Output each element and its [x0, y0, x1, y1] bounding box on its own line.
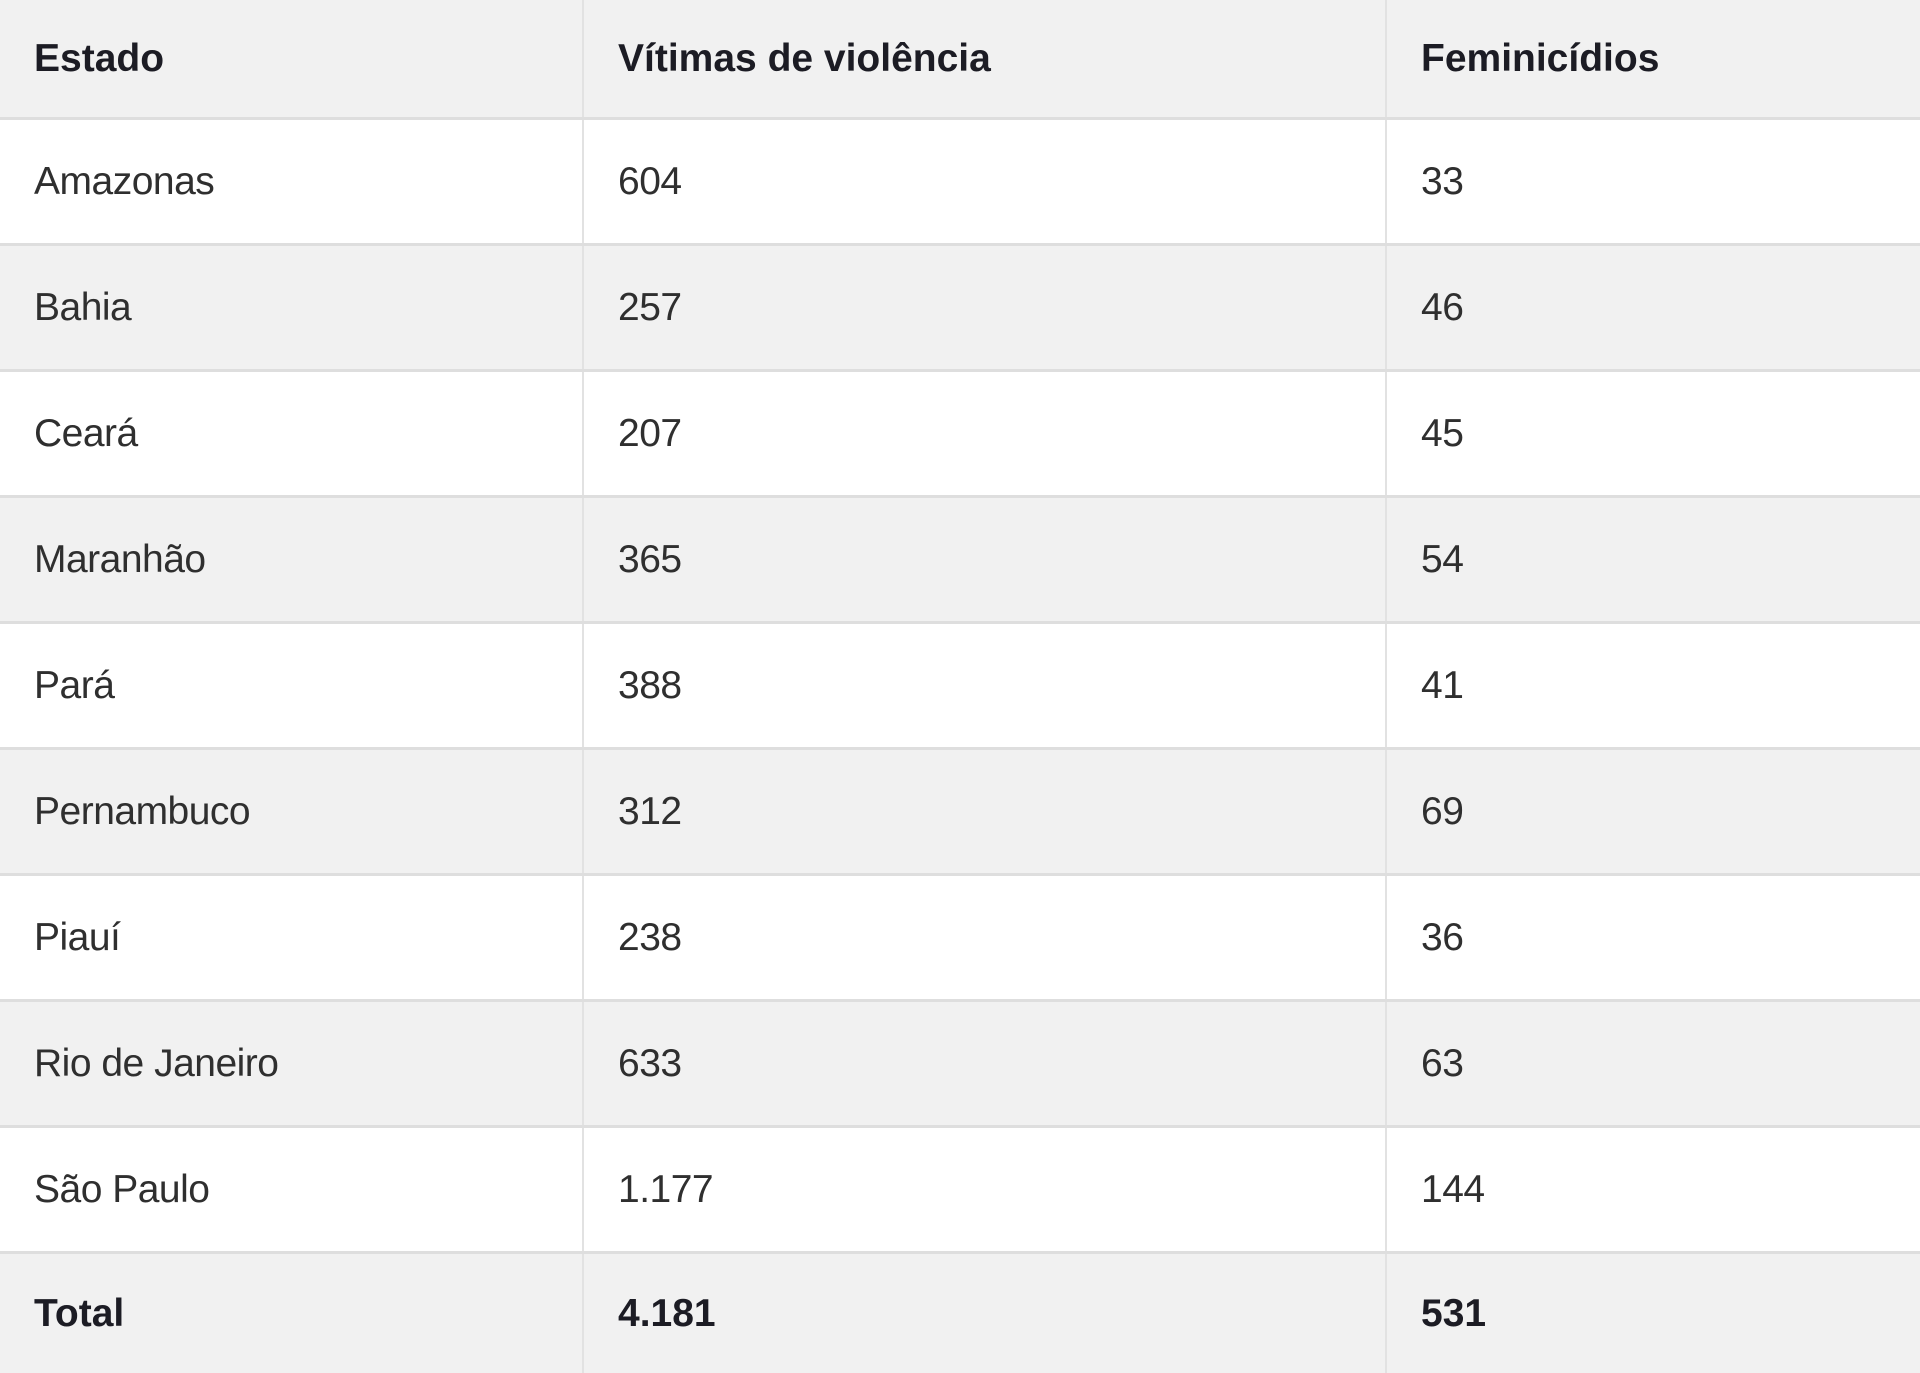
cell-feminicidios: 69	[1386, 748, 1920, 876]
cell-estado: Ceará	[0, 370, 584, 498]
cell-estado: Rio de Janeiro	[0, 1000, 584, 1128]
cell-vitimas: 633	[583, 1000, 1387, 1128]
cell-estado: Maranhão	[0, 496, 584, 624]
cell-feminicidios: 54	[1386, 496, 1920, 624]
cell-vitimas: 207	[583, 370, 1387, 498]
cell-vitimas: 604	[583, 118, 1387, 246]
total-feminicidios: 531	[1386, 1252, 1920, 1373]
cell-estado: Bahia	[0, 244, 584, 372]
cell-feminicidios: 45	[1386, 370, 1920, 498]
table-row: São Paulo 1.177 144	[0, 1126, 1920, 1254]
cell-vitimas: 312	[583, 748, 1387, 876]
table-row: Rio de Janeiro 633 63	[0, 1000, 1920, 1128]
total-vitimas: 4.181	[583, 1252, 1387, 1373]
cell-vitimas: 257	[583, 244, 1387, 372]
cell-estado: Pará	[0, 622, 584, 750]
cell-estado: Piauí	[0, 874, 584, 1002]
table-footer: Total 4.181 531	[0, 1252, 1920, 1373]
cell-vitimas: 238	[583, 874, 1387, 1002]
cell-feminicidios: 63	[1386, 1000, 1920, 1128]
cell-estado: Pernambuco	[0, 748, 584, 876]
table-row: Piauí 238 36	[0, 874, 1920, 1002]
table-body: Amazonas 604 33 Bahia 257 46 Ceará 207 4…	[0, 118, 1920, 1254]
table-row: Maranhão 365 54	[0, 496, 1920, 624]
table-row: Pernambuco 312 69	[0, 748, 1920, 876]
total-row: Total 4.181 531	[0, 1252, 1920, 1373]
column-header-vitimas: Vítimas de violência	[583, 0, 1387, 120]
cell-feminicidios: 46	[1386, 244, 1920, 372]
column-header-estado: Estado	[0, 0, 584, 120]
cell-estado: São Paulo	[0, 1126, 584, 1254]
table-row: Bahia 257 46	[0, 244, 1920, 372]
column-header-feminicidios: Feminicídios	[1386, 0, 1920, 120]
cell-estado: Amazonas	[0, 118, 584, 246]
table-header: Estado Vítimas de violência Feminicídios	[0, 0, 1920, 120]
cell-vitimas: 1.177	[583, 1126, 1387, 1254]
table-row: Ceará 207 45	[0, 370, 1920, 498]
cell-feminicidios: 144	[1386, 1126, 1920, 1254]
table-row: Pará 388 41	[0, 622, 1920, 750]
cell-vitimas: 365	[583, 496, 1387, 624]
cell-vitimas: 388	[583, 622, 1387, 750]
total-label: Total	[0, 1252, 584, 1373]
table-row: Amazonas 604 33	[0, 118, 1920, 246]
cell-feminicidios: 41	[1386, 622, 1920, 750]
cell-feminicidios: 36	[1386, 874, 1920, 1002]
cell-feminicidios: 33	[1386, 118, 1920, 246]
header-row: Estado Vítimas de violência Feminicídios	[0, 0, 1920, 120]
